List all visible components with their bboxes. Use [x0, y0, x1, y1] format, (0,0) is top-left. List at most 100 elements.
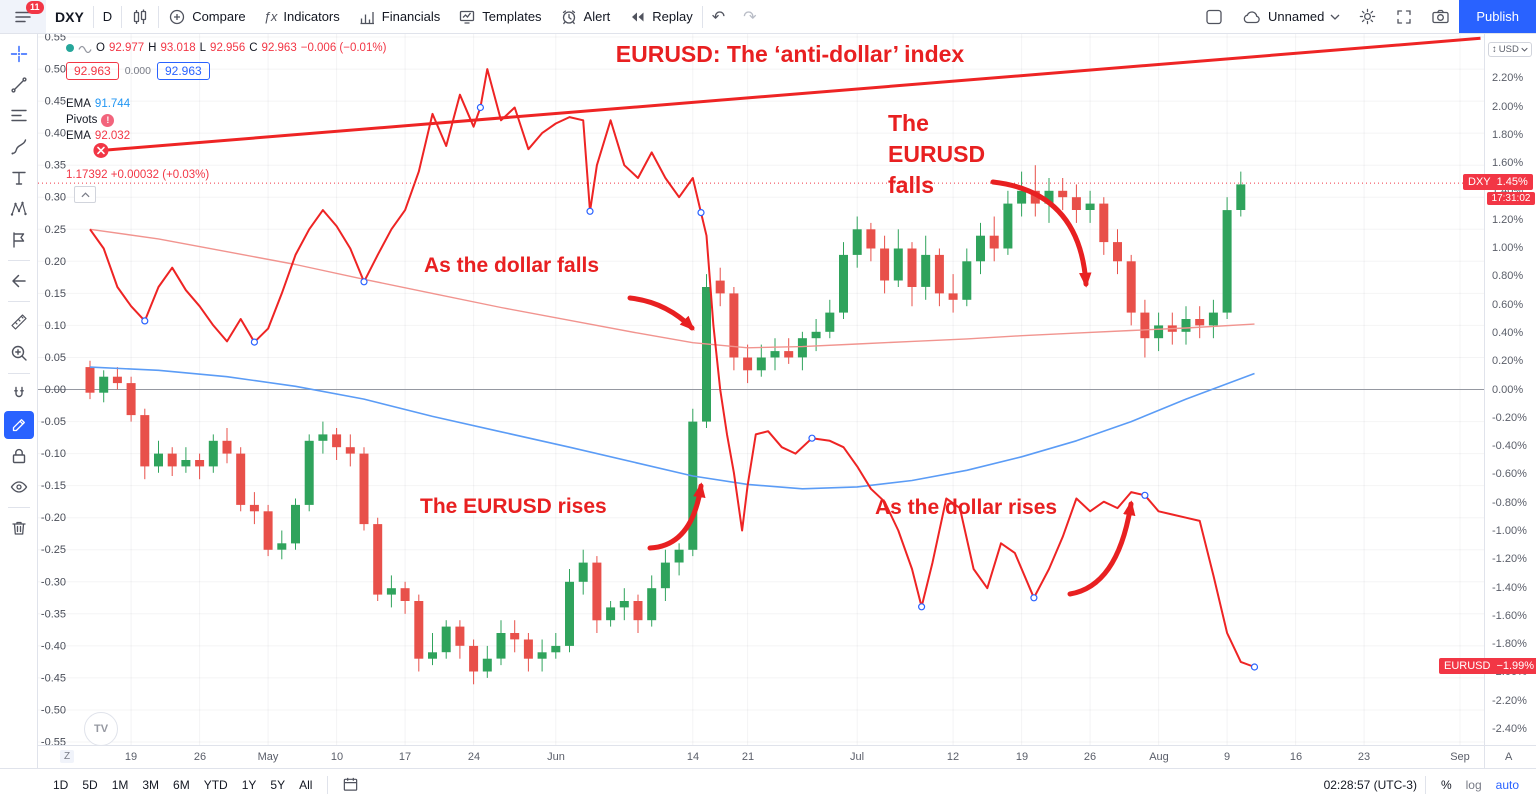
ask-value[interactable]: 92.963: [156, 62, 210, 80]
ema1-value: 91.744: [94, 98, 131, 110]
price-scale[interactable]: ↕ USD DXY 1.45% 17:31:02 EURUSD −1.99% 2…: [1439, 34, 1536, 745]
annotation-text[interactable]: As the dollar rises: [875, 496, 1057, 519]
range-button-1y[interactable]: 1Y: [235, 775, 264, 795]
chart-pane[interactable]: EURUSD: The ‘anti-dollar’ index The EURUSD…: [38, 34, 1484, 745]
go-to-date-button[interactable]: [336, 774, 365, 795]
annotation-text[interactable]: The: [888, 110, 929, 136]
annotation-arrow[interactable]: [1067, 500, 1136, 597]
line-ema-red[interactable]: [89, 228, 1255, 349]
lock-drawings-button[interactable]: [4, 442, 34, 470]
time-axis[interactable]: Z 19 26 May 10 17 24 Jun 14 21 Jul 12 19 26 Aug 9 16 23 S…: [38, 745, 1484, 768]
scale-corner[interactable]: A: [1484, 745, 1536, 768]
compare-label: Compare: [192, 9, 246, 24]
interval-button[interactable]: D: [94, 0, 121, 33]
alert-button[interactable]: Alert: [551, 0, 620, 33]
hide-drawings-button[interactable]: [4, 473, 34, 501]
log-scale-button[interactable]: log: [1459, 775, 1489, 795]
price-scale-label: 0.05: [45, 352, 66, 364]
undo-button[interactable]: ↶: [703, 0, 734, 33]
text-tool-button[interactable]: [4, 164, 34, 192]
annotation-text[interactable]: EURUSD: [888, 141, 985, 167]
candle-body: [729, 293, 739, 358]
annotation-arrow[interactable]: [627, 295, 695, 331]
financials-button[interactable]: Financials: [349, 0, 450, 33]
legend-collapse-button[interactable]: [74, 186, 96, 203]
price-chart[interactable]: EURUSD: The ‘anti-dollar’ index The EURUSD…: [38, 34, 1484, 745]
candle-body: [866, 229, 876, 249]
annotation-text[interactable]: EURUSD: The ‘anti-dollar’ index: [616, 41, 965, 67]
range-button-5y[interactable]: 5Y: [263, 775, 292, 795]
annotation-text[interactable]: The EURUSD rises: [420, 495, 607, 518]
remove-drawing-handle[interactable]: [93, 142, 109, 158]
fib-retracement-tool-button[interactable]: [4, 102, 34, 130]
zoom-in-tool-button[interactable]: [4, 339, 34, 367]
candle-body: [606, 607, 616, 621]
redo-button[interactable]: ↷: [734, 0, 765, 33]
price-scale-label: 2.20%: [1492, 72, 1524, 84]
range-button-all[interactable]: All: [292, 775, 319, 795]
save-layout-button[interactable]: Unnamed: [1233, 0, 1349, 33]
candle-body: [126, 383, 136, 416]
price-scale-label: 1.60%: [1492, 157, 1524, 169]
fullscreen-button[interactable]: [1386, 0, 1422, 33]
bid-value[interactable]: 92.963: [66, 62, 119, 80]
range-button-3m[interactable]: 3M: [135, 775, 166, 795]
annotation-arrow[interactable]: [990, 179, 1092, 288]
annotation-text[interactable]: falls: [888, 172, 934, 198]
magnet-tool-button[interactable]: [4, 380, 34, 408]
layout-select-button[interactable]: [1195, 0, 1233, 33]
pattern-tool-button[interactable]: [4, 195, 34, 223]
point-marker: [1250, 663, 1259, 671]
camera-icon: [1431, 8, 1450, 25]
time-tick-label: Aug: [1149, 751, 1169, 763]
symbol-button[interactable]: DXY: [46, 0, 93, 33]
range-button-1d[interactable]: 1D: [46, 775, 75, 795]
main-series-legend[interactable]: O 92.977 H 93.018 L 92.956 C 92.963 −0.006 (…: [66, 38, 386, 58]
trend-line-tool-button[interactable]: [4, 71, 34, 99]
unit-selector[interactable]: ↕ USD: [1488, 42, 1532, 57]
chart-type-button[interactable]: [122, 0, 158, 33]
replay-button[interactable]: Replay: [619, 0, 701, 33]
auto-scale-button[interactable]: auto: [1489, 775, 1526, 795]
indicator-legend-ema1[interactable]: EMA 91.744: [66, 94, 130, 114]
ohlc-l-value: 92.956: [210, 42, 246, 54]
remove-drawings-button[interactable]: [4, 514, 34, 542]
indicator-legend-pivots[interactable]: Pivots !: [66, 110, 115, 130]
line-eurusd[interactable]: [89, 68, 1255, 668]
eurusd-price-tag: EURUSD −1.99%: [1439, 658, 1536, 674]
annotation-text[interactable]: As the dollar falls: [424, 254, 599, 277]
snapshot-button[interactable]: [1422, 0, 1459, 33]
measure-tool-button[interactable]: [4, 308, 34, 336]
trend-line-drawing[interactable]: [100, 36, 1481, 152]
compare-button[interactable]: Compare: [159, 0, 254, 33]
indicators-button[interactable]: ƒx Indicators: [255, 0, 349, 33]
crosshair-tool-button[interactable]: [4, 40, 34, 68]
range-button-5d[interactable]: 5D: [75, 775, 104, 795]
back-arrow-button[interactable]: [4, 267, 34, 295]
indicator-legend-ema2[interactable]: EMA 92.032: [66, 126, 130, 146]
line-ema-blue[interactable]: [89, 366, 1255, 490]
range-button-ytd[interactable]: YTD: [197, 775, 235, 795]
auto-scale-badge[interactable]: A: [1505, 751, 1513, 763]
compare-series-legend[interactable]: 1.17392 +0.00032 (+0.03%): [66, 165, 209, 185]
range-button-6m[interactable]: 6M: [166, 775, 197, 795]
candle-body: [345, 447, 355, 454]
toolbar-separator: [1424, 775, 1426, 794]
annotation-arrow[interactable]: [647, 482, 706, 551]
point-marker: [697, 209, 705, 217]
percent-scale-button[interactable]: %: [1434, 775, 1459, 795]
drawing-mode-button[interactable]: [3, 411, 34, 439]
settings-button[interactable]: [1349, 0, 1386, 33]
forecast-tool-button[interactable]: [4, 226, 34, 254]
main-menu-button[interactable]: 11: [0, 0, 46, 33]
clock-label[interactable]: 02:28:57 (UTC-3): [1323, 777, 1417, 792]
range-button-1m[interactable]: 1M: [105, 775, 136, 795]
templates-button[interactable]: Templates: [449, 0, 550, 33]
price-scale-label: -1.80%: [1492, 638, 1527, 650]
publish-button[interactable]: Publish: [1459, 0, 1536, 33]
candle-body: [400, 588, 410, 601]
timezone-badge[interactable]: Z: [60, 750, 75, 763]
ohlc-c-label: C: [249, 42, 258, 54]
updown-arrows-icon: ↕: [1492, 44, 1497, 55]
brush-tool-button[interactable]: [4, 133, 34, 161]
